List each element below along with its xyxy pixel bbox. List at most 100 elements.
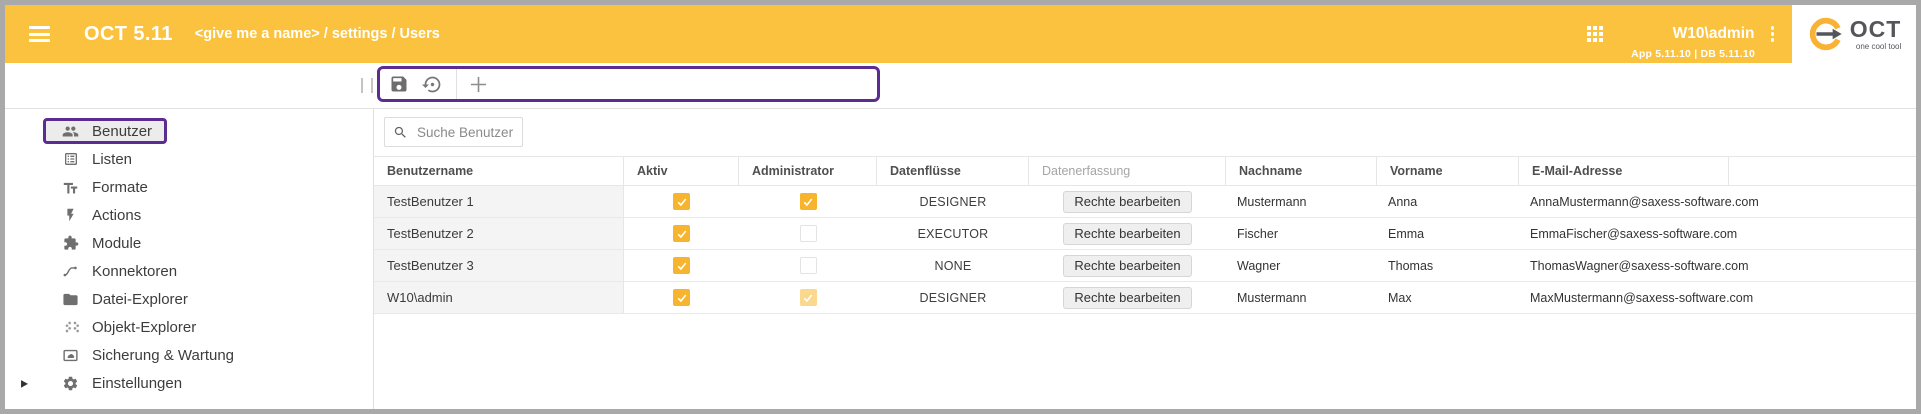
sidebar-item-actions[interactable]: Actions [5, 201, 373, 229]
table-row[interactable]: W10\admin DESIGNER Rechte bearbeiten Muster… [374, 282, 1916, 314]
administrator-cell [739, 250, 877, 281]
sidebar: Benutzer Listen Formate Actions Module Konnek… [5, 109, 374, 409]
administrator-checkbox[interactable] [799, 225, 817, 242]
sidebar-item-label: Listen [92, 150, 133, 168]
rechte-bearbeiten-button[interactable]: Rechte bearbeiten [1063, 222, 1192, 245]
sidebar-item-label: Actions [92, 206, 142, 224]
trailing-cell [1729, 218, 1916, 249]
column-header-datenerfassung[interactable]: Datenerfassung [1029, 157, 1226, 185]
table-row[interactable]: TestBenutzer 3 NONE Rechte bearbeiten Wagne… [374, 250, 1916, 282]
column-header-vorname[interactable]: Vorname [1377, 157, 1519, 185]
search-box [384, 117, 523, 147]
administrator-cell [739, 282, 877, 313]
sidebar-item-konnektoren[interactable]: Konnektoren [5, 257, 373, 285]
aktiv-cell [624, 218, 739, 249]
table-header-row: Benutzername Aktiv Administrator Datenflüss… [374, 156, 1916, 186]
search-icon [393, 125, 408, 140]
aktiv-checkbox[interactable] [673, 289, 690, 306]
connector-icon [62, 263, 79, 280]
kebab-menu-icon[interactable] [1769, 24, 1777, 44]
logo-tagline: one cool tool [1855, 41, 1902, 51]
nachname-cell: Wagner [1237, 258, 1281, 273]
column-header-datenfl-sse[interactable]: Datenflüsse [877, 157, 1029, 185]
rechte-bearbeiten-button[interactable]: Rechte bearbeiten [1063, 254, 1192, 277]
aktiv-checkbox[interactable] [673, 225, 690, 242]
administrator-checkbox[interactable] [799, 193, 817, 210]
vorname-cell: Anna [1388, 194, 1418, 209]
apps-grid-icon[interactable] [1586, 26, 1603, 42]
trailing-cell [1729, 186, 1916, 217]
search-input[interactable] [415, 123, 517, 141]
datenerfassung-cell: Rechte bearbeiten [1029, 218, 1226, 249]
trailing-cell [1729, 282, 1916, 313]
administrator-cell [739, 218, 877, 249]
administrator-checkbox[interactable] [799, 289, 817, 306]
benutzername-cell: W10\admin [374, 282, 624, 313]
save-button[interactable] [389, 74, 409, 94]
column-header-administrator[interactable]: Administrator [739, 157, 877, 185]
rechte-bearbeiten-button[interactable]: Rechte bearbeiten [1063, 286, 1192, 309]
drag-handle[interactable] [361, 78, 373, 93]
email-cell: AnnaMustermann@saxess-software.com [1530, 194, 1759, 209]
rechte-bearbeiten-button[interactable]: Rechte bearbeiten [1063, 190, 1192, 213]
oct-logo: OCT one cool tool [1792, 5, 1916, 63]
breadcrumb: <give me a name> / settings / Users [194, 26, 440, 42]
column-header-aktiv[interactable]: Aktiv [624, 157, 739, 185]
sidebar-item-objekt-explorer[interactable]: Objekt-Explorer [5, 313, 373, 341]
benutzername-cell: TestBenutzer 1 [374, 186, 624, 217]
logo-text: OCT [1849, 15, 1902, 42]
sidebar-item-datei-explorer[interactable]: Datei-Explorer [5, 285, 373, 313]
administrator-checkbox[interactable] [799, 257, 817, 274]
column-header-nachname[interactable]: Nachname [1226, 157, 1377, 185]
sidebar-item-einstellungen[interactable]: ▶ Einstellungen [5, 369, 373, 397]
datenfluesse-cell: DESIGNER [919, 290, 987, 305]
sidebar-item-label: Konnektoren [92, 262, 178, 280]
users-icon [62, 123, 79, 140]
column-header-benutzername[interactable]: Benutzername [374, 157, 624, 185]
sidebar-item-label: Einstellungen [92, 374, 183, 392]
datenfluesse-cell: EXECUTOR [917, 226, 989, 241]
toolbar [5, 63, 1916, 109]
user-name[interactable]: W10\admin [1672, 25, 1755, 42]
aktiv-cell [624, 186, 739, 217]
sidebar-item-module[interactable]: Module [5, 229, 373, 257]
aktiv-cell [624, 282, 739, 313]
main-content: BenutzernameAktivAdministratorDatenflüss… [374, 109, 1916, 409]
restore-icon [422, 74, 443, 95]
backup-icon [62, 347, 79, 364]
sidebar-item-label: Formate [92, 178, 148, 196]
toolbar-group [377, 66, 880, 102]
aktiv-checkbox[interactable] [673, 193, 690, 210]
sidebar-item-label: Sicherung & Wartung [92, 346, 235, 364]
table-row[interactable]: TestBenutzer 1 DESIGNER Rechte bearbeiten M… [374, 186, 1916, 218]
table-row[interactable]: TestBenutzer 2 EXECUTOR Rechte bearbeiten F… [374, 218, 1916, 250]
list-icon [62, 151, 79, 168]
vorname-cell: Thomas [1388, 258, 1434, 273]
aktiv-cell [624, 250, 739, 281]
restore-button[interactable] [422, 74, 443, 95]
version-info: App 5.11.10 | DB 5.11.10 [1631, 48, 1755, 60]
datenerfassung-cell: Rechte bearbeiten [1029, 186, 1226, 217]
sidebar-item-label: Objekt-Explorer [92, 318, 197, 336]
aktiv-checkbox[interactable] [673, 257, 690, 274]
add-button[interactable] [469, 75, 488, 94]
sidebar-item-sicherung-wartung[interactable]: Sicherung & Wartung [5, 341, 373, 369]
app-title: OCT 5.11 [84, 22, 173, 45]
expand-arrow-icon[interactable]: ▶ [21, 376, 28, 388]
column-header-e-mail-adresse[interactable]: E-Mail-Adresse [1519, 157, 1729, 185]
sidebar-item-listen[interactable]: Listen [5, 145, 373, 173]
sidebar-item-formate[interactable]: Formate [5, 173, 373, 201]
flash-icon [62, 207, 79, 224]
vorname-cell: Emma [1388, 226, 1425, 241]
sidebar-item-label: Datei-Explorer [92, 290, 188, 308]
text-format-icon [62, 179, 79, 196]
nachname-cell: Mustermann [1237, 194, 1307, 209]
datenerfassung-cell: Rechte bearbeiten [1029, 250, 1226, 281]
sidebar-item-label: Module [92, 234, 142, 252]
nachname-cell: Mustermann [1237, 290, 1307, 305]
sidebar-item-benutzer[interactable]: Benutzer [5, 117, 373, 145]
toolbar-divider [456, 69, 457, 99]
add-icon [469, 75, 488, 94]
menu-icon[interactable] [29, 26, 50, 42]
